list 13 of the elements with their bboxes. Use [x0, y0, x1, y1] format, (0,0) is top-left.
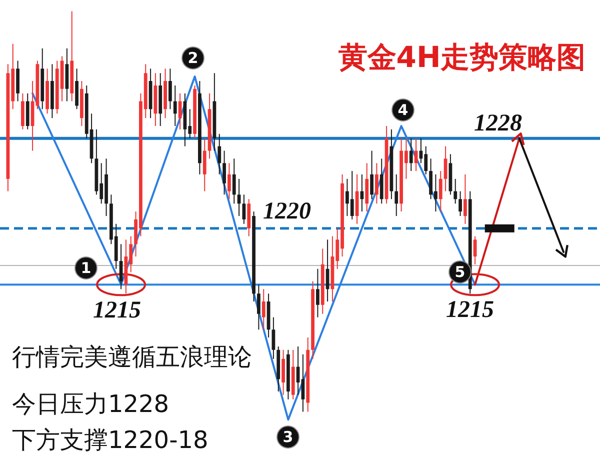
annotation: 今日压力1228 [12, 390, 170, 418]
annotation: 行情完美遵循五浪理论 [12, 343, 252, 371]
annotation: 4 [398, 101, 408, 119]
text: 黄金4H走势策略图 [337, 40, 586, 74]
ref-line-label: 1215 [93, 298, 141, 324]
annotation: 1215 [446, 297, 494, 323]
annotation: 下方支撑1220-18 [12, 426, 208, 454]
ref-line-label: 1228 [474, 110, 522, 136]
annotation: 1 [80, 259, 92, 277]
ref-line-label: 1220 [263, 198, 311, 224]
annotation: 3 [282, 428, 294, 446]
annotation: 2 [188, 49, 198, 67]
annotation: 5 [454, 263, 466, 281]
